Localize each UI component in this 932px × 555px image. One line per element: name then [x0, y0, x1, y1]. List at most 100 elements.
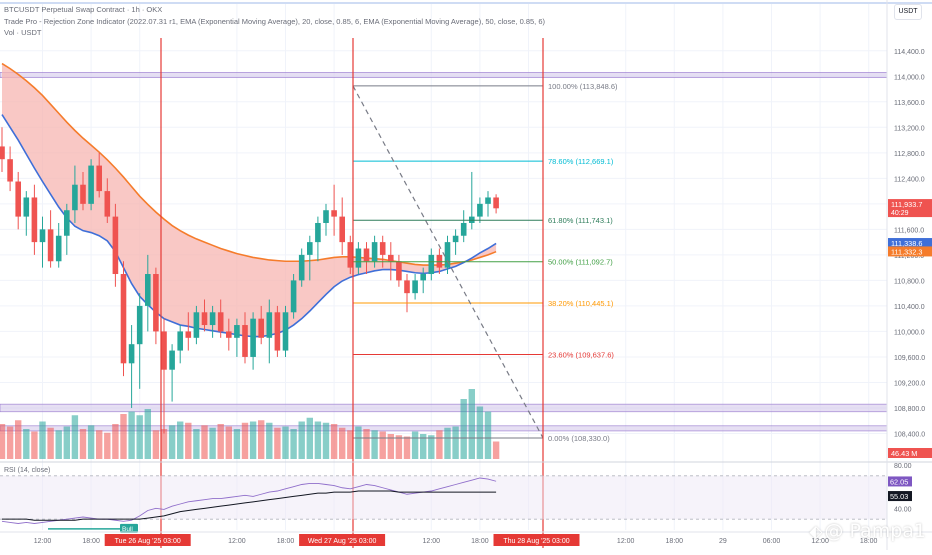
- watermark-text: @ Pampa1: [824, 520, 926, 542]
- volume-axis-badge: [888, 448, 932, 458]
- candle-body: [88, 165, 94, 204]
- fib-level-label: 100.00% (113,848.6): [548, 82, 618, 91]
- candle-body: [404, 280, 410, 294]
- ema-band-fill: [2, 63, 497, 337]
- volume-bar: [225, 426, 232, 459]
- price-axis-badge: [888, 199, 932, 218]
- price-axis-badge-text: 111,332.3: [891, 247, 922, 256]
- candle-body: [31, 197, 38, 243]
- volume-bar: [241, 422, 249, 459]
- time-axis-tick: 12:00: [423, 538, 441, 545]
- volume-legend[interactable]: Vol · USDT: [4, 28, 42, 37]
- candle-body: [209, 312, 216, 326]
- candle-body: [323, 210, 329, 223]
- fib-level-label: 23.60% (109,637.6): [548, 351, 614, 360]
- volume-bar: [136, 415, 143, 459]
- volume-bar: [258, 420, 265, 459]
- price-axis-badge: [888, 238, 932, 249]
- volume-bar: [104, 432, 111, 459]
- price-axis-tick: 112,800.0: [894, 151, 925, 158]
- volume-bar: [428, 435, 435, 459]
- fib-level-label: 50.00% (111,092.7): [548, 258, 613, 267]
- candle-body: [331, 210, 337, 217]
- candle-body: [266, 312, 273, 338]
- volume-axis-badge-text: 46.43 M: [891, 449, 917, 458]
- bull-signal-badge: [120, 523, 138, 533]
- price-axis-tick: 111,600.0: [894, 227, 924, 234]
- volume-bar: [39, 421, 46, 459]
- candle-body: [145, 274, 151, 306]
- volume-bar: [330, 424, 338, 459]
- fib-trend-line: [352, 85, 544, 439]
- ema-slow-line: [1, 62, 497, 266]
- volume-bar: [249, 421, 257, 459]
- volume-bar: [23, 429, 30, 459]
- price-axis-tick: 113,200.0: [894, 125, 925, 132]
- rsi-axis-tick: 40.00: [894, 506, 912, 513]
- candle-body: [477, 203, 483, 217]
- candle-body: [153, 274, 159, 332]
- volume-bar: [444, 427, 451, 459]
- volume-bar: [387, 434, 394, 459]
- fib-level-label: 0.00% (108,330.0): [548, 434, 610, 443]
- volume-bar: [96, 430, 103, 459]
- volume-bar: [79, 429, 87, 459]
- volume-bar: [395, 435, 403, 459]
- rsi-band-fill: [0, 475, 887, 520]
- candle-body: [355, 248, 362, 268]
- candle-body: [161, 331, 167, 370]
- candle-body: [112, 216, 119, 275]
- volume-bar: [168, 425, 176, 459]
- volume-bar: [298, 421, 305, 459]
- candle-body: [460, 222, 467, 236]
- price-axis-badge-text: 111,933.7: [891, 200, 922, 209]
- volume-bar: [6, 426, 14, 459]
- volume-bar: [460, 399, 467, 459]
- bull-signal-label: Bull: [122, 526, 133, 533]
- volume-bar: [436, 430, 443, 459]
- symbol-title[interactable]: BTCUSDT Perpetual Swap Contract · 1h · O…: [4, 5, 163, 14]
- time-axis-highlight-badge: [493, 534, 580, 546]
- volume-bar: [193, 429, 200, 459]
- volume-bar: [339, 427, 346, 459]
- price-axis-tick: 108,800.0: [894, 406, 925, 413]
- time-axis-highlight-badge: [104, 534, 191, 546]
- price-axis-badge: [888, 246, 932, 257]
- volume-bar: [209, 427, 216, 459]
- indicator-legend[interactable]: Trade Pro - Rejection Zone Indicator (20…: [4, 17, 545, 26]
- volume-bar: [484, 411, 492, 459]
- volume-bar: [55, 430, 62, 459]
- volume-bar: [371, 430, 378, 459]
- candle-body: [428, 254, 435, 275]
- time-axis-tick: 29: [719, 538, 727, 545]
- candle-body: [201, 312, 208, 326]
- candle-body: [128, 344, 135, 364]
- candle-body: [72, 184, 78, 211]
- candle-body: [226, 331, 232, 338]
- candle-body: [412, 280, 418, 294]
- rsi-ma-line: [2, 490, 497, 521]
- volume-bar: [87, 425, 95, 459]
- candle-body: [64, 210, 70, 236]
- candle-body: [7, 159, 13, 182]
- price-axis-tick: 109,600.0: [894, 355, 925, 362]
- volume-bar: [452, 426, 459, 459]
- rsi-axis-badge: [888, 491, 912, 502]
- price-axis-tick: 108,400.0: [894, 431, 925, 438]
- fib-level-label: 61.80% (111,743.1): [548, 216, 613, 225]
- time-axis-tick: 18:00: [666, 538, 684, 545]
- candle-body: [485, 197, 491, 204]
- candle-body: [217, 312, 224, 332]
- volume-bar: [274, 427, 281, 459]
- candle-body: [169, 350, 175, 370]
- volume-bar: [177, 421, 184, 459]
- volume-bar: [403, 436, 411, 459]
- candle-body: [193, 312, 200, 338]
- time-axis-tick: 12:00: [34, 538, 52, 545]
- volume-bar: [71, 415, 79, 459]
- currency-button[interactable]: USDT: [894, 4, 922, 20]
- rsi-line: [1, 477, 497, 524]
- candle-body: [0, 146, 5, 160]
